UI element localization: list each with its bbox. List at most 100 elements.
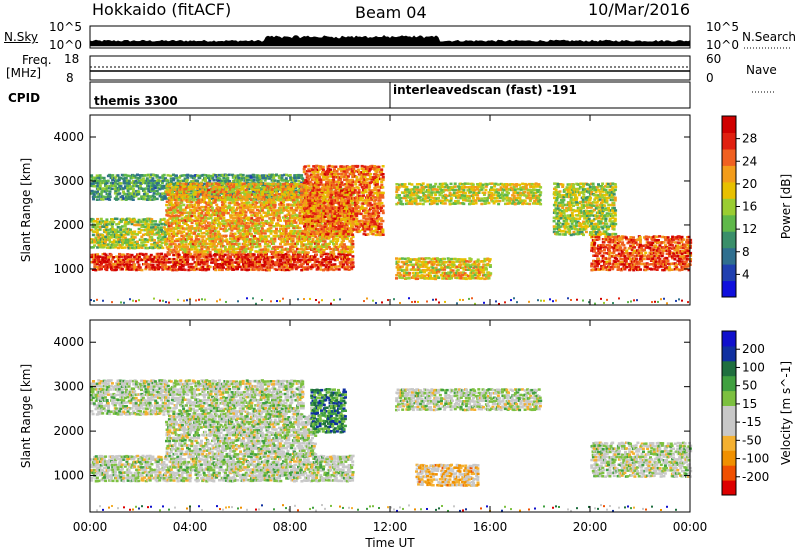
scatter-cell bbox=[195, 261, 199, 264]
scatter-cell bbox=[255, 260, 259, 264]
scatter-cell bbox=[308, 170, 312, 173]
scatter-cell bbox=[261, 206, 265, 210]
scatter-cell bbox=[119, 238, 123, 241]
scatter-cell bbox=[288, 267, 292, 271]
scatter-cell bbox=[304, 243, 308, 246]
scatter-cell bbox=[222, 213, 226, 217]
scatter-cell bbox=[322, 178, 326, 181]
scatter-cell bbox=[316, 170, 320, 174]
scatter-cell bbox=[94, 178, 98, 182]
scatter-cell bbox=[305, 193, 309, 197]
scatter-cell bbox=[232, 179, 235, 183]
scatter-cell bbox=[260, 232, 264, 235]
scatter-cell bbox=[213, 217, 217, 220]
scatter-cell bbox=[184, 182, 188, 186]
scatter-cell bbox=[187, 227, 191, 230]
scatter-cell bbox=[202, 258, 206, 262]
scatter-cell bbox=[175, 204, 179, 207]
scatter-cell bbox=[226, 179, 230, 182]
scatter-cell bbox=[351, 219, 355, 223]
scatter-cell bbox=[268, 268, 271, 272]
scatter-cell bbox=[205, 226, 209, 230]
scatter-cell bbox=[302, 212, 306, 215]
scatter-cell bbox=[115, 243, 119, 247]
scatter-cell bbox=[264, 182, 268, 185]
scatter-cell bbox=[187, 237, 191, 240]
scatter-cell bbox=[273, 237, 277, 241]
scatter-cell bbox=[144, 222, 148, 226]
scatter-cell bbox=[313, 250, 317, 253]
scatter-cell bbox=[252, 198, 256, 202]
scatter-cell bbox=[168, 208, 171, 211]
scatter-cell bbox=[319, 221, 323, 225]
scatter-cell bbox=[116, 189, 120, 192]
scatter-cell bbox=[237, 190, 241, 193]
scatter-cell bbox=[130, 230, 134, 234]
scatter-cell bbox=[178, 193, 181, 197]
scatter-cell bbox=[263, 203, 267, 206]
scatter-cell bbox=[227, 173, 231, 177]
scatter-cell bbox=[287, 211, 291, 215]
scatter-cell bbox=[195, 226, 199, 230]
scatter-cell bbox=[297, 251, 301, 254]
scatter-cell bbox=[191, 182, 195, 186]
scatter-cell bbox=[186, 245, 190, 249]
scatter-cell bbox=[223, 211, 227, 214]
scatter-cell bbox=[249, 253, 253, 256]
scatter-cell bbox=[255, 212, 259, 215]
scatter-cell bbox=[316, 173, 320, 176]
scatter-cell bbox=[213, 213, 217, 217]
scatter-cell bbox=[254, 250, 258, 253]
scatter-cell bbox=[245, 244, 249, 248]
scatter-cell bbox=[145, 220, 149, 223]
scatter-cell bbox=[308, 228, 312, 231]
scatter-cell bbox=[138, 266, 142, 269]
scatter-cell bbox=[131, 260, 135, 263]
scatter-cell bbox=[316, 257, 320, 261]
scatter-cell bbox=[110, 225, 114, 228]
scatter-cell bbox=[147, 265, 151, 269]
scatter-cell bbox=[327, 229, 331, 233]
scatter-cell bbox=[318, 215, 322, 218]
scatter-cell bbox=[124, 198, 128, 201]
scatter-cell bbox=[244, 253, 248, 257]
scatter-cell bbox=[275, 173, 278, 176]
scatter-cell bbox=[166, 214, 170, 217]
scatter-cell bbox=[268, 193, 272, 196]
scatter-cell bbox=[286, 213, 290, 217]
scatter-cell bbox=[194, 245, 198, 249]
scatter-cell bbox=[169, 243, 173, 246]
scatter-cell bbox=[237, 242, 241, 246]
scatter-cell bbox=[137, 256, 141, 259]
scatter-cell bbox=[193, 211, 197, 215]
scatter-cell bbox=[327, 168, 331, 171]
scatter-cell bbox=[306, 186, 310, 190]
scatter-cell bbox=[161, 246, 165, 250]
scatter-cell bbox=[336, 211, 340, 214]
scatter-cell bbox=[209, 229, 213, 232]
scatter-cell bbox=[98, 184, 102, 187]
scatter-cell bbox=[172, 216, 176, 220]
scatter-cell bbox=[148, 255, 152, 259]
scatter-cell bbox=[190, 239, 194, 243]
scatter-cell bbox=[298, 226, 302, 230]
scatter-cell bbox=[180, 219, 184, 223]
scatter-cell bbox=[170, 237, 174, 241]
scatter-cell bbox=[181, 185, 185, 188]
scatter-cell bbox=[287, 206, 291, 209]
scatter-cell bbox=[126, 186, 130, 190]
scatter-cell bbox=[345, 267, 349, 271]
scatter-cell bbox=[174, 198, 178, 202]
scatter-cell bbox=[211, 248, 215, 251]
scatter-cell bbox=[299, 187, 303, 191]
scatter-cell bbox=[174, 185, 178, 189]
scatter-cell bbox=[281, 227, 285, 231]
scatter-cell bbox=[134, 220, 138, 224]
scatter-cell bbox=[290, 234, 294, 238]
scatter-cell bbox=[309, 196, 313, 199]
scatter-cell bbox=[286, 183, 289, 186]
scatter-cell bbox=[102, 260, 106, 264]
scatter-cell bbox=[150, 179, 154, 182]
scatter-cell bbox=[251, 255, 255, 258]
scatter-cell bbox=[288, 265, 292, 268]
